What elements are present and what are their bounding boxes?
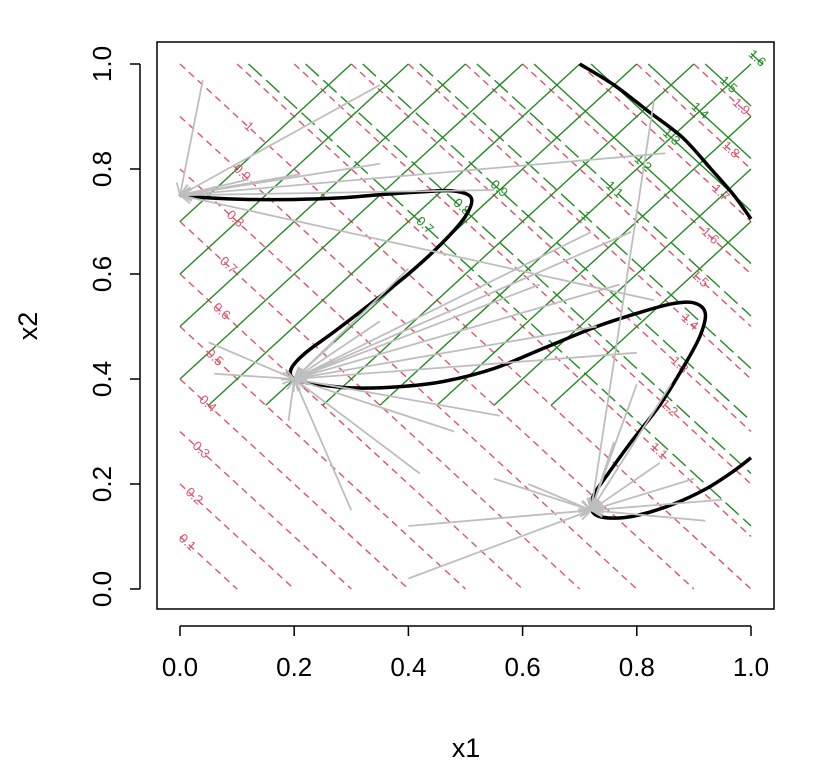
objective-contour-line: [476, 63, 752, 317]
y-tick-label: 0.8: [87, 151, 117, 187]
constraint-contour-line: [350, 63, 752, 433]
search-arrow: [179, 79, 204, 196]
objective-contour-line: [533, 63, 752, 265]
search-arrow: [179, 173, 301, 197]
objective-contour-line: [436, 115, 752, 406]
x-tick-label: 0.6: [505, 652, 541, 682]
search-arrow: [293, 320, 381, 380]
objective-contour-line: [419, 63, 752, 370]
objective-contour-line: [647, 63, 752, 160]
search-arrow: [179, 84, 381, 197]
search-arrow: [179, 152, 666, 197]
constraint-contour-line: [522, 63, 752, 275]
constraint-contour-line: [179, 430, 352, 590]
y-tick-label: 0.4: [87, 361, 117, 397]
objective-contour-line: [179, 63, 524, 380]
search-arrowhead: [177, 191, 193, 205]
search-arrow: [591, 498, 723, 512]
x-tick-label: 0.4: [390, 652, 426, 682]
search-arrowhead: [578, 508, 594, 521]
objective-contour-line: [322, 63, 695, 406]
search-arrow: [591, 509, 706, 522]
x-axis-title: x1: [452, 733, 481, 763]
axes-layer: 0.0 0.2 0.4 0.6 0.8 1.0 0.0 0.2 0.4 0.6 0.8 1.0: [87, 46, 769, 682]
search-arrow: [294, 378, 500, 417]
objective-contour-line: [179, 63, 409, 275]
constraint-contour-line: [179, 325, 466, 590]
search-arrow: [179, 194, 655, 302]
search-arrow: [590, 383, 672, 511]
search-arrow: [294, 351, 637, 380]
search-arrow: [590, 477, 695, 512]
constraint-contour-line: [179, 535, 238, 590]
constraint-contour-line: [179, 220, 581, 590]
search-arrow: [590, 441, 615, 511]
search-arrow: [408, 509, 592, 580]
search-arrow: [208, 341, 295, 380]
arrows-layer: [175, 79, 723, 580]
search-arrow: [293, 341, 335, 380]
constraint-contour-line: [179, 168, 638, 590]
y-tick-label: 0.0: [87, 571, 117, 607]
objective-contour-line: [248, 63, 752, 527]
search-arrow: [293, 378, 421, 475]
x-tick-label: 1.0: [733, 652, 769, 682]
search-arrow: [287, 378, 296, 422]
objective-contour-line: [493, 168, 752, 406]
y-tick-label: 0.6: [87, 256, 117, 292]
constraint-contour-line: [293, 63, 752, 485]
constraint-contour-line: [179, 483, 295, 590]
objective-contour-line: [704, 63, 752, 107]
objective-contour-line: [750, 52, 763, 65]
y-tick-label: 0.2: [87, 466, 117, 502]
y-axis-title: x2: [13, 312, 43, 341]
x-tick-label: 0.2: [276, 652, 312, 682]
search-arrow: [293, 378, 353, 511]
objective-contour-line: [208, 63, 581, 406]
search-arrow: [293, 231, 592, 380]
objective-contour-line: [379, 63, 752, 406]
search-arrow: [493, 477, 592, 512]
plot-frame: [156, 41, 775, 610]
y-tick-label: 1.0: [87, 46, 117, 82]
objective-contour-line: [179, 63, 466, 328]
search-arrow: [214, 372, 295, 380]
objective-contour-line: [550, 220, 752, 406]
search-arrow: [590, 462, 661, 511]
search-arrow: [179, 189, 495, 197]
x-tick-label: 0.0: [162, 652, 198, 682]
search-arrow: [408, 509, 592, 527]
x-tick-label: 0.8: [619, 652, 655, 682]
search-arrow: [293, 378, 455, 433]
search-arrow: [294, 325, 597, 380]
search-arrowhead: [286, 376, 300, 392]
search-arrow: [293, 231, 632, 380]
constraint-contour-line: [179, 378, 409, 590]
search-arrow: [590, 100, 655, 511]
search-arrow: [293, 283, 541, 380]
constraint-boundary-curve: [578, 62, 753, 220]
objective-contour-line: [305, 63, 752, 475]
search-arrow: [293, 283, 620, 380]
